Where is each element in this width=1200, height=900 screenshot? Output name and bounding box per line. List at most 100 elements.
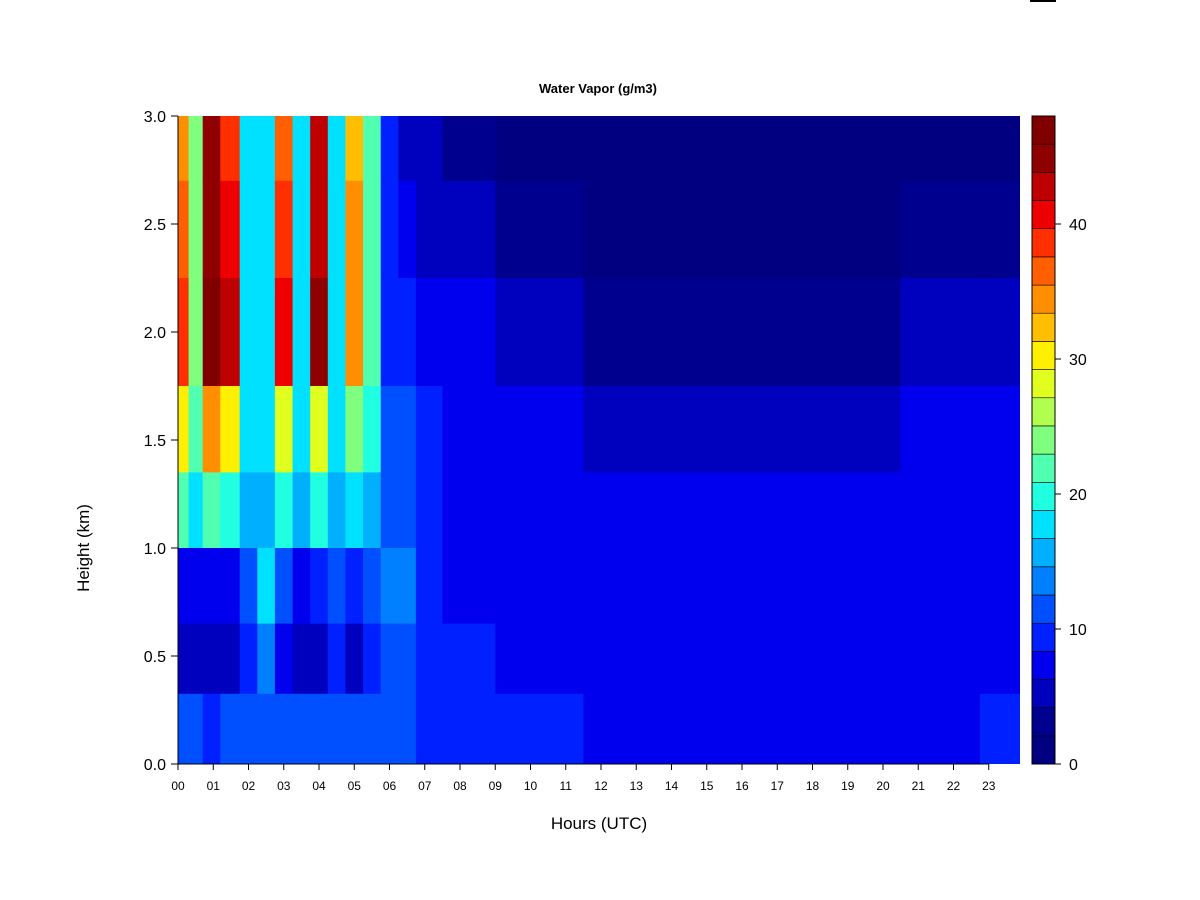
heatmap-cell — [495, 180, 584, 279]
heatmap-cell — [257, 693, 276, 764]
heatmap-cell — [380, 623, 399, 695]
colorbar-swatch — [1031, 172, 1056, 201]
y-tick-label: 2.0 — [144, 325, 166, 342]
heatmap-cell — [979, 623, 1020, 695]
colorbar-swatch — [1031, 707, 1056, 737]
heatmap-cell — [327, 623, 346, 695]
heatmap-cell — [188, 386, 204, 473]
heatmap-cell — [495, 623, 584, 695]
heatmap-cell — [220, 278, 241, 387]
heatmap-cell — [442, 386, 496, 473]
heatmap-cell — [310, 472, 329, 549]
heatmap-cell — [495, 548, 584, 625]
heatmap-cell — [345, 386, 364, 473]
heatmap-cell — [442, 180, 496, 279]
heatmap-cell — [220, 472, 241, 549]
heatmap-cell — [583, 116, 690, 182]
heatmap-cell — [274, 386, 294, 473]
colorbar-swatch — [1031, 425, 1056, 455]
colorbar-swatch — [1031, 566, 1056, 596]
heatmap-cell — [345, 693, 364, 764]
colorbar-swatch — [1031, 397, 1056, 427]
heatmap-cell — [292, 693, 311, 764]
colorbar-swatch — [1031, 622, 1056, 652]
heatmap-cell — [398, 472, 417, 549]
heatmap-cell — [220, 623, 241, 695]
heatmap-cell — [327, 548, 346, 625]
colorbar-swatch — [1031, 594, 1056, 624]
heatmap-cell — [363, 623, 382, 695]
x-tick-label: 14 — [665, 779, 679, 793]
heatmap-cell — [979, 278, 1020, 387]
heatmap-cell — [239, 693, 258, 764]
heatmap-cell — [583, 623, 690, 695]
heatmap-cell — [415, 278, 443, 387]
heatmap-cell — [274, 116, 294, 182]
heatmap-cell — [363, 180, 382, 279]
heatmap-cell — [188, 548, 204, 625]
heatmap-cell — [292, 116, 311, 182]
y-tick-label: 1.5 — [144, 433, 166, 450]
heatmap-cell — [442, 548, 496, 625]
heatmap-cell — [292, 386, 311, 473]
heatmap-cell — [689, 278, 796, 387]
heatmap-cell — [415, 472, 443, 549]
y-tick-label: 1.0 — [144, 541, 166, 558]
heatmap-cell — [202, 623, 221, 695]
heatmap-cell — [327, 116, 346, 182]
heatmap-cell — [794, 623, 902, 695]
heatmap-cell — [583, 472, 690, 549]
heatmap-cell — [327, 386, 346, 473]
colorbar-swatch — [1031, 341, 1056, 370]
x-tick-label: 12 — [594, 779, 608, 793]
heatmap-cell — [274, 180, 294, 279]
heatmap-cell — [178, 278, 190, 387]
colorbar-swatch — [1031, 312, 1056, 342]
x-tick-label: 22 — [947, 779, 961, 793]
x-tick-label: 15 — [700, 779, 714, 793]
heatmap-cell — [178, 472, 190, 549]
heatmap-cell — [442, 472, 496, 549]
heatmap-cell — [415, 386, 443, 473]
heatmap-cell — [327, 693, 346, 764]
colorbar-legend: 0 10 20 30 40 — [1031, 115, 1087, 774]
heatmap-cell — [292, 472, 311, 549]
heatmap-cell — [327, 180, 346, 279]
heatmap-cell — [794, 693, 902, 764]
heatmap-cell — [900, 623, 981, 695]
heatmap-cell — [178, 116, 190, 182]
heatmap-cell — [257, 472, 276, 549]
y-tick-label: 0.0 — [144, 757, 166, 774]
colorbar-swatch — [1031, 284, 1056, 314]
heatmap-cell — [794, 116, 902, 182]
heatmap-cell — [415, 548, 443, 625]
x-tick-label: 02 — [242, 779, 256, 793]
heatmap-cell — [900, 180, 981, 279]
heatmap-cell — [239, 623, 258, 695]
y-axis-label: Height (km) — [74, 504, 93, 592]
heatmap-cell — [178, 548, 190, 625]
heatmap-cell — [178, 180, 190, 279]
heatmap-cell — [689, 623, 796, 695]
heatmap-cell — [345, 180, 364, 279]
heatmap-cell — [442, 693, 496, 764]
heatmap-cell — [310, 116, 329, 182]
x-tick-label: 06 — [383, 779, 397, 793]
heatmap-cell — [363, 278, 382, 387]
heatmap-cell — [794, 278, 902, 387]
heatmap-cell — [689, 548, 796, 625]
colorbar-swatch — [1031, 510, 1056, 539]
heatmap-cell — [380, 116, 399, 182]
heatmap-cell — [345, 278, 364, 387]
heatmap-cell — [794, 472, 902, 549]
heatmap-cell — [583, 278, 690, 387]
heatmap-cell — [900, 278, 981, 387]
heatmap-cell — [327, 472, 346, 549]
x-axis: 00 01 02 03 04 05 06 07 08 09 10 11 12 13 14 15 16 17 18 19… — [171, 763, 996, 793]
heatmap-cell — [239, 386, 258, 473]
x-tick-label: 04 — [312, 779, 326, 793]
heatmap-cell — [188, 472, 204, 549]
heatmap-cell — [398, 278, 417, 387]
heatmap-cell — [310, 180, 329, 279]
colorbar-swatch — [1031, 453, 1056, 483]
